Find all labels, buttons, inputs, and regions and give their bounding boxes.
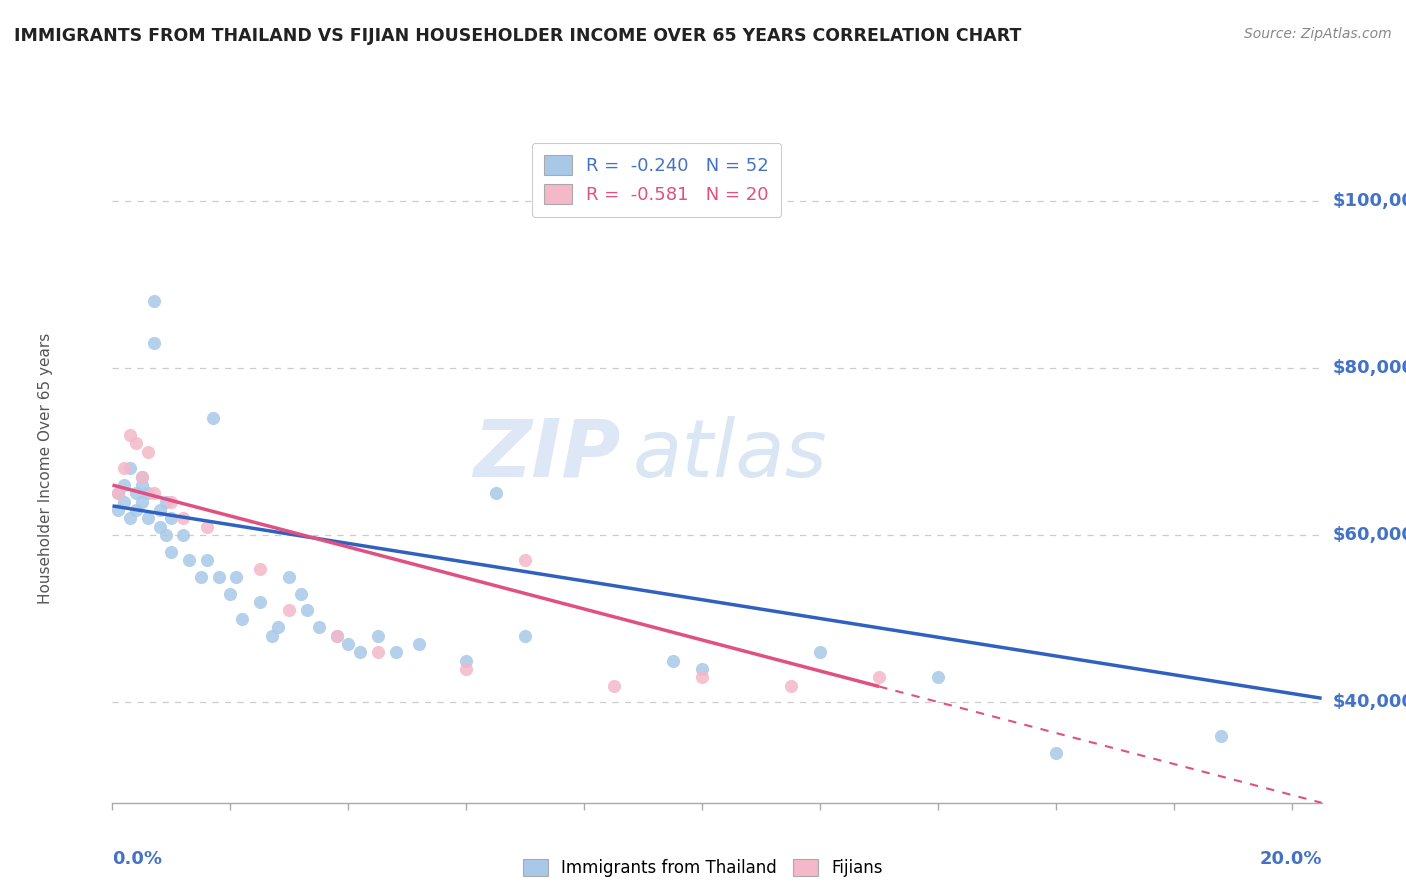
Point	[367, 629, 389, 643]
Point	[107, 503, 129, 517]
Point	[107, 486, 129, 500]
Point	[249, 562, 271, 576]
Point	[249, 595, 271, 609]
Point	[266, 620, 288, 634]
Point	[485, 486, 508, 500]
Legend: Immigrants from Thailand, Fijians: Immigrants from Thailand, Fijians	[516, 852, 890, 884]
Point	[112, 478, 135, 492]
Point	[160, 494, 183, 508]
Text: $80,000: $80,000	[1333, 359, 1406, 377]
Point	[219, 587, 242, 601]
Point	[149, 503, 172, 517]
Point	[195, 553, 218, 567]
Point	[868, 670, 890, 684]
Point	[142, 294, 165, 309]
Point	[278, 603, 301, 617]
Point	[201, 411, 224, 425]
Point	[515, 629, 537, 643]
Point	[120, 461, 142, 475]
Point	[160, 511, 183, 525]
Point	[107, 486, 129, 500]
Point	[125, 486, 148, 500]
Point	[927, 670, 949, 684]
Text: $40,000: $40,000	[1333, 693, 1406, 712]
Point	[131, 494, 153, 508]
Point	[278, 570, 301, 584]
Point	[456, 662, 478, 676]
Point	[779, 679, 801, 693]
Point	[337, 637, 360, 651]
Point	[131, 469, 153, 483]
Point	[172, 511, 194, 525]
Point	[179, 553, 201, 567]
Point	[120, 511, 142, 525]
Point	[325, 629, 347, 643]
Point	[692, 670, 714, 684]
Point	[155, 528, 177, 542]
Point	[290, 587, 312, 601]
Text: IMMIGRANTS FROM THAILAND VS FIJIAN HOUSEHOLDER INCOME OVER 65 YEARS CORRELATION : IMMIGRANTS FROM THAILAND VS FIJIAN HOUSE…	[14, 27, 1021, 45]
Point	[120, 428, 142, 442]
Point	[172, 528, 194, 542]
Point	[112, 494, 135, 508]
Point	[408, 637, 430, 651]
Point	[662, 654, 685, 668]
Point	[808, 645, 831, 659]
Point	[367, 645, 389, 659]
Text: 20.0%: 20.0%	[1260, 849, 1322, 868]
Point	[155, 494, 177, 508]
Text: $100,000: $100,000	[1333, 192, 1406, 210]
Text: Source: ZipAtlas.com: Source: ZipAtlas.com	[1244, 27, 1392, 41]
Point	[136, 444, 159, 458]
Point	[195, 520, 218, 534]
Point	[142, 486, 165, 500]
Point	[136, 511, 159, 525]
Point	[131, 469, 153, 483]
Point	[136, 486, 159, 500]
Point	[692, 662, 714, 676]
Text: Householder Income Over 65 years: Householder Income Over 65 years	[38, 333, 53, 604]
Point	[456, 654, 478, 668]
Point	[1045, 746, 1067, 760]
Point	[125, 436, 148, 450]
Point	[190, 570, 212, 584]
Point	[208, 570, 231, 584]
Text: atlas: atlas	[633, 416, 827, 494]
Legend: R =  -0.240   N = 52, R =  -0.581   N = 20: R = -0.240 N = 52, R = -0.581 N = 20	[531, 143, 782, 217]
Point	[325, 629, 347, 643]
Point	[112, 461, 135, 475]
Point	[515, 553, 537, 567]
Point	[149, 520, 172, 534]
Point	[142, 335, 165, 350]
Point	[131, 478, 153, 492]
Point	[225, 570, 247, 584]
Point	[231, 612, 253, 626]
Point	[349, 645, 371, 659]
Point	[308, 620, 330, 634]
Point	[295, 603, 318, 617]
Point	[160, 545, 183, 559]
Point	[603, 679, 626, 693]
Point	[125, 503, 148, 517]
Text: 0.0%: 0.0%	[112, 849, 163, 868]
Point	[384, 645, 406, 659]
Point	[1211, 729, 1233, 743]
Text: $60,000: $60,000	[1333, 526, 1406, 544]
Point	[260, 629, 283, 643]
Text: ZIP: ZIP	[472, 416, 620, 494]
